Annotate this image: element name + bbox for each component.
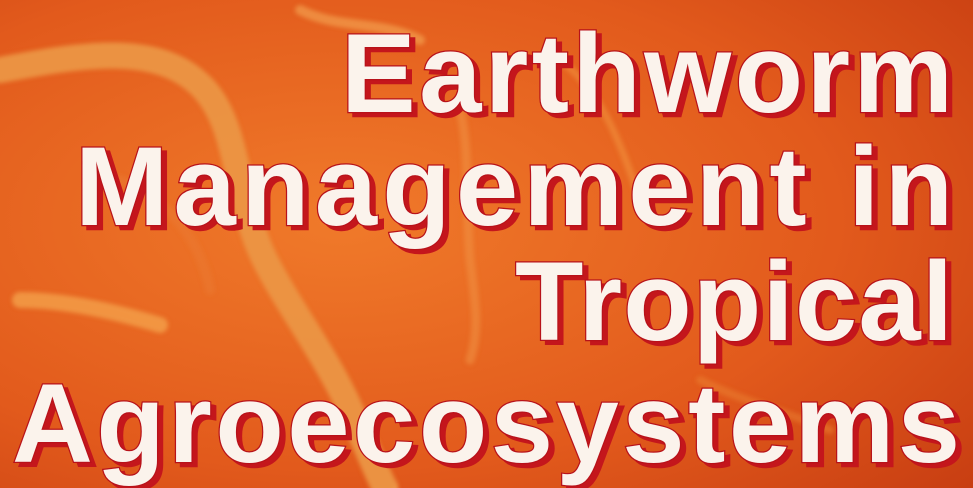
title-line: Earthworm [341,11,953,136]
title-line: Management in [75,124,953,249]
book-cover: Earthworm Management in Tropical Agroeco… [0,0,973,488]
title-line: Agroecosystems [12,361,960,486]
title-line: Tropical [515,239,953,364]
